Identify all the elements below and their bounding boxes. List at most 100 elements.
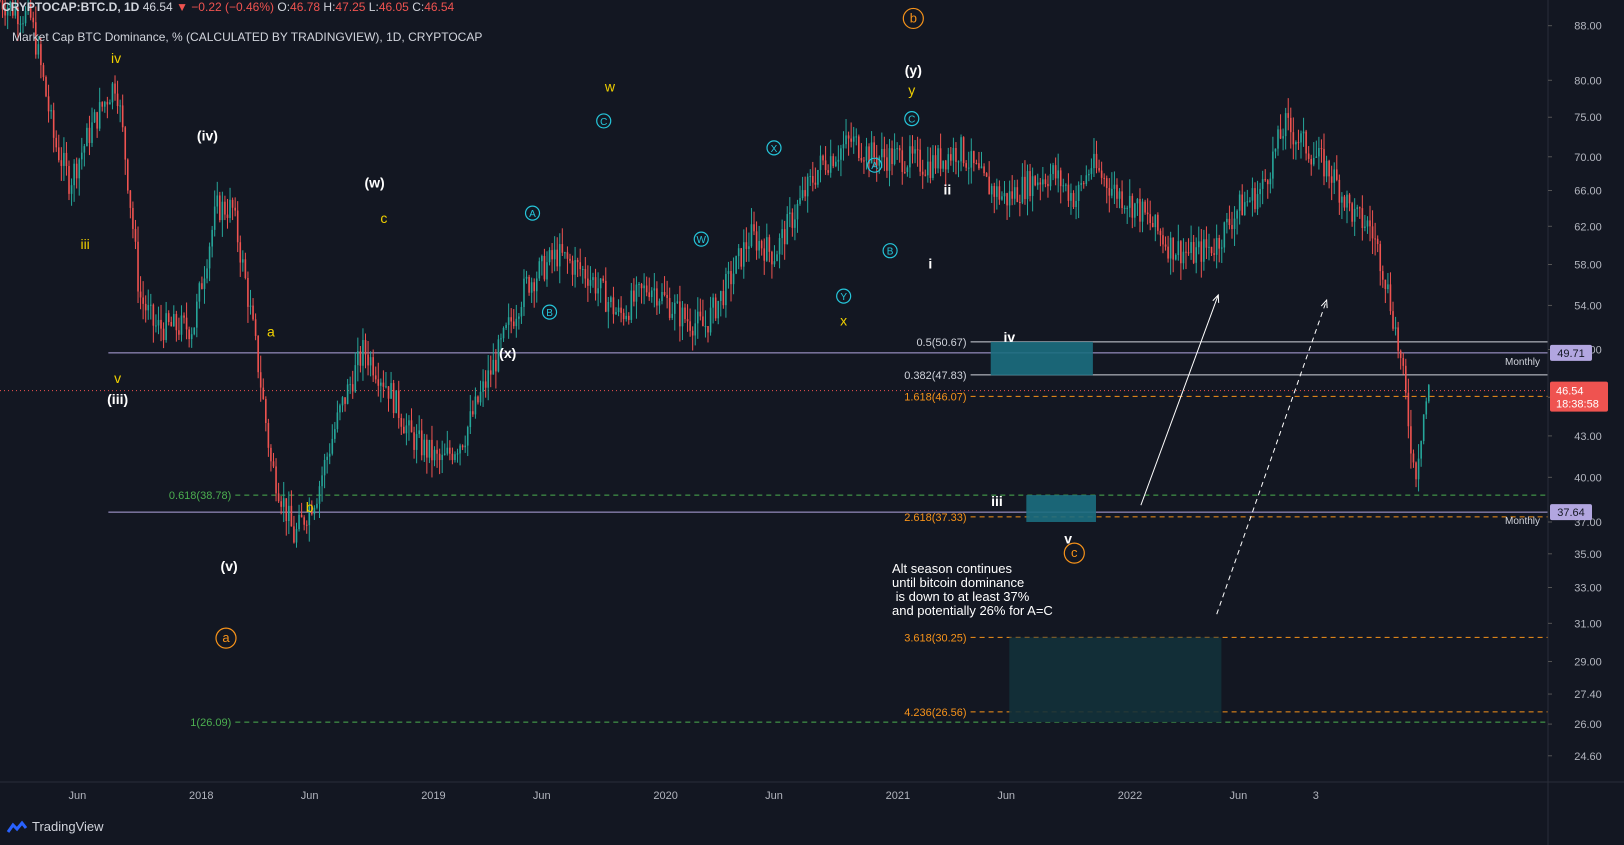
candle-body: [305, 524, 308, 526]
candle-body: [288, 505, 290, 522]
fib-level-label: 0.618(38.78): [169, 490, 231, 502]
candle-body: [431, 439, 433, 461]
x-tick-label: Jun: [533, 790, 551, 802]
candle-body: [983, 166, 985, 174]
candle-body: [835, 161, 837, 167]
candle-body: [137, 241, 139, 292]
candle-body: [11, 1, 14, 16]
open-label: O:: [277, 0, 291, 14]
candle-body: [392, 383, 395, 413]
wave-label: v: [1064, 530, 1072, 546]
candle-body: [19, 23, 22, 25]
candle-body: [221, 201, 224, 221]
x-tick-label: Jun: [1230, 790, 1248, 802]
candle-body: [653, 288, 656, 291]
candle-body: [650, 290, 653, 298]
candle-body: [1134, 203, 1136, 218]
candle-body: [162, 328, 165, 341]
candle-body: [1264, 179, 1267, 181]
candle-body: [1251, 188, 1254, 201]
tradingview-logo[interactable]: TradingView: [6, 819, 104, 834]
candle-body: [461, 445, 464, 448]
candle-body: [579, 262, 582, 270]
candle-body: [111, 83, 114, 103]
candle-body: [523, 278, 525, 308]
candle-body: [259, 372, 262, 388]
candle-body: [86, 127, 88, 147]
candle-body: [1330, 176, 1333, 183]
candle-body: [17, 7, 19, 25]
candle-body: [1034, 176, 1036, 186]
y-tick-label: 75.00: [1574, 112, 1602, 124]
wave-circle: [867, 157, 883, 173]
candle-body: [748, 246, 750, 249]
candle-body: [612, 297, 615, 315]
candle-body: [142, 297, 144, 304]
time-axis[interactable]: Jun 2018 Jun 2019 Jun 2020 Jun 2021 Jun 2022 Jun 3: [0, 781, 1624, 802]
candle-body: [380, 382, 382, 386]
candle-body: [870, 142, 873, 164]
wave-circle: [215, 627, 237, 649]
candle-body: [254, 319, 257, 336]
candle-body: [581, 269, 584, 271]
candle-body: [1154, 214, 1157, 228]
candle-body: [290, 505, 293, 527]
open-value: 46.78: [290, 0, 321, 14]
candle-body: [1256, 194, 1259, 210]
candle-body: [1013, 187, 1016, 199]
symbol-name[interactable]: CRYPTOCAP:BTC.D, 1D: [2, 0, 140, 14]
candle-body: [1325, 160, 1328, 177]
candle-body: [1361, 208, 1364, 229]
candle-body: [1139, 198, 1141, 222]
wave-circle: [882, 243, 898, 259]
candle-body: [1269, 178, 1272, 185]
candle-body: [993, 186, 996, 197]
candle-body: [1026, 171, 1029, 200]
candle-body: [827, 170, 829, 173]
candle-body: [1090, 168, 1093, 174]
candle-body: [783, 229, 786, 245]
price-axis[interactable]: 88.00 80.00 75.00 70.00 66.00 62.00 58.00 54.00…: [1547, 0, 1608, 845]
candle-body: [630, 290, 633, 320]
candle-body: [1399, 350, 1402, 358]
candle-body: [267, 423, 270, 448]
candle-body: [45, 76, 47, 97]
candle-body: [203, 278, 206, 289]
candle-body: [719, 291, 722, 301]
monthly-level-label: Monthly: [1505, 357, 1540, 368]
candle-body: [1029, 171, 1031, 197]
candle-body: [144, 303, 147, 311]
candle-body: [369, 357, 372, 366]
candle-body: [185, 317, 188, 330]
candle-body: [339, 405, 341, 413]
candle-body: [482, 381, 484, 392]
candle-body: [1274, 148, 1277, 152]
candle-body: [226, 214, 229, 218]
candle-body: [806, 176, 809, 197]
candle-body: [789, 212, 791, 215]
candle-body: [313, 507, 316, 515]
candle-body: [980, 166, 983, 169]
candle-body: [615, 312, 617, 315]
wave-circle: [836, 288, 852, 304]
fib-level-label: 0.382(47.83): [904, 370, 966, 382]
candle-body: [1320, 147, 1323, 150]
candle-body: [357, 351, 359, 366]
candle-body: [658, 301, 661, 306]
candle-body: [1374, 238, 1376, 240]
candle-body: [436, 449, 438, 454]
candle-body: [1111, 188, 1113, 196]
candle-body: [1266, 180, 1269, 185]
candle-body: [1011, 191, 1013, 199]
candle-body: [446, 447, 449, 454]
wave-circle: [596, 113, 612, 129]
candle-body: [776, 254, 778, 262]
candle-body: [403, 426, 405, 434]
candle-body: [686, 319, 689, 322]
target-zone-box: [990, 341, 1093, 376]
candle-body: [1185, 251, 1187, 253]
wave-label: v: [114, 370, 121, 386]
candle-body: [418, 430, 420, 435]
candle-body: [1233, 218, 1236, 230]
